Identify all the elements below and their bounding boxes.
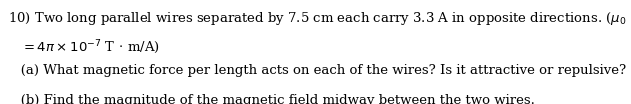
Text: $= 4\pi \times 10^{-7}$ T$\,\cdot\,$m/A): $= 4\pi \times 10^{-7}$ T$\,\cdot\,$m/A) (8, 38, 160, 56)
Text: 10) Two long parallel wires separated by 7.5 cm each carry 3.3 A in opposite dir: 10) Two long parallel wires separated by… (8, 10, 627, 27)
Text: (a) What magnetic force per length acts on each of the wires? Is it attractive o: (a) What magnetic force per length acts … (8, 64, 627, 77)
Text: (b) Find the magnitude of the magnetic field midway between the two wires.: (b) Find the magnitude of the magnetic f… (8, 94, 535, 104)
